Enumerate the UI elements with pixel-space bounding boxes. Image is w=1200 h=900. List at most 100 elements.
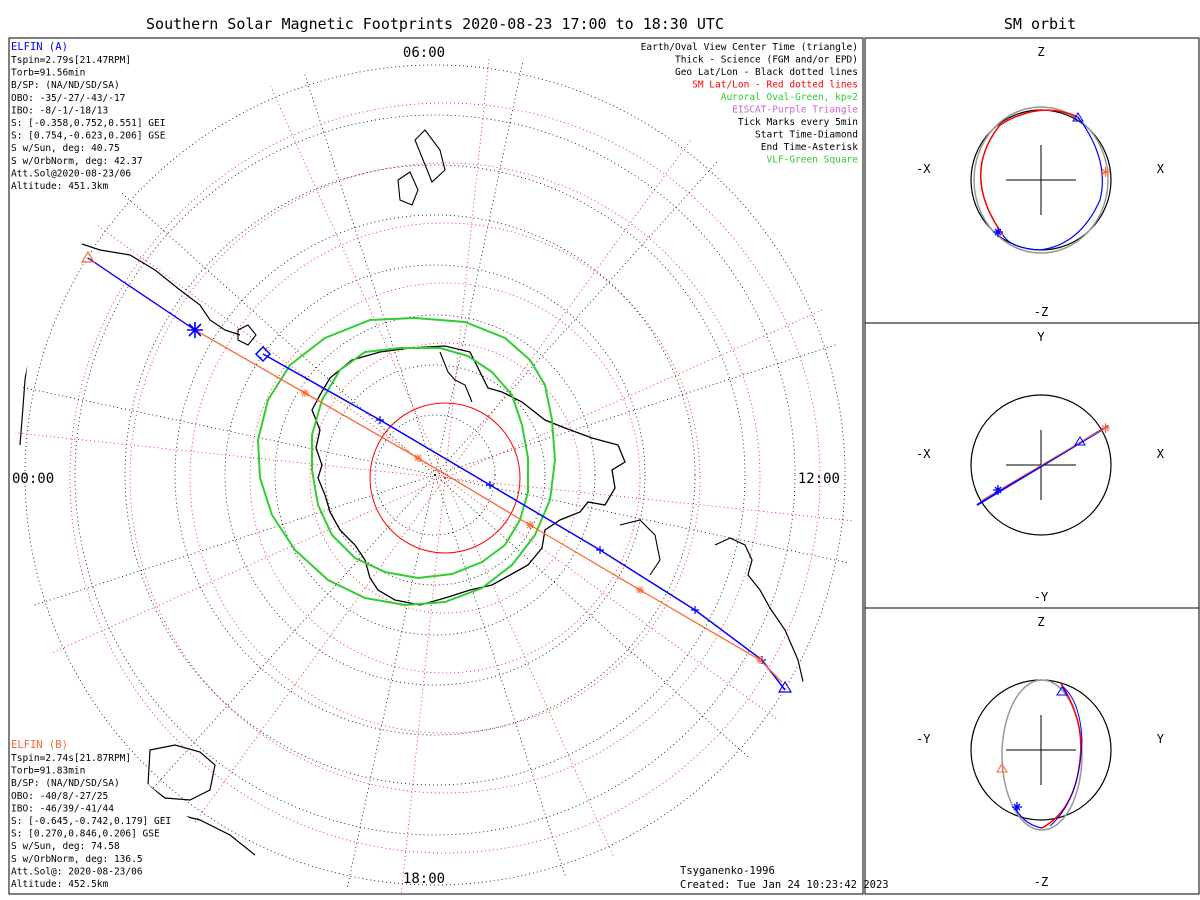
- orbit-axis-label-v_top: Y: [1037, 330, 1045, 344]
- antarctica-coast: [311, 345, 626, 606]
- orbit-a-xz-science: [980, 109, 1079, 236]
- sm-meridian-7: [80, 213, 446, 479]
- time-label-left: 00:00: [12, 471, 54, 487]
- sm-meridian-2: [444, 477, 629, 890]
- auroral-oval-outer: [256, 316, 557, 607]
- orbit-axis-label-h_right: X: [1157, 162, 1165, 176]
- geo-meridian-7: [115, 186, 436, 476]
- geo-latitude-circle-0: [374, 414, 496, 536]
- coastlines: [19, 79, 811, 856]
- sm-latitude-circle-5: [69, 102, 821, 854]
- geo-latitude-circle-1: [324, 364, 546, 586]
- model-label: Tsyganenko-1996: [680, 865, 775, 877]
- orbit-a-xy-end: [993, 485, 1003, 495]
- legend-entry: SM Lat/Lon - Red dotted lines: [692, 80, 858, 91]
- orbit-b-yz: [1001, 679, 1083, 831]
- map-frame: [8, 37, 864, 895]
- auroral-oval-inner: [311, 347, 529, 580]
- orbit-b-xz: [973, 106, 1109, 254]
- elfin-b-tick-4: [636, 586, 644, 594]
- orbit-axis-label-v_bottom: -Z: [1034, 305, 1048, 319]
- tasmania-coast: [237, 324, 257, 346]
- south-america-coast: [714, 537, 811, 721]
- geo-meridian-4: [146, 474, 436, 795]
- sm-latitude-circle-6: [13, 53, 857, 897]
- sm-latitude-circle-2: [249, 282, 641, 674]
- antarctic-peninsula-coast: [439, 351, 473, 403]
- info-line: S: [0.270,0.846,0.206] GSE: [11, 829, 160, 840]
- elfin-a-tick-2: [596, 546, 604, 554]
- info-line: Torb=91.56min: [11, 68, 85, 79]
- australia-coast: [19, 239, 241, 446]
- new-zealand-north-coast: [414, 129, 446, 183]
- orbit-axis-label-h_left: -Y: [916, 732, 931, 746]
- info-line: Tspin=2.74s[21.87RPM]: [11, 753, 131, 764]
- info-line: Altitude: 451.3km: [11, 181, 109, 192]
- elfin-b-name: ELFIN (B): [11, 739, 68, 751]
- elfin-b-tick-3: [526, 521, 534, 529]
- elfin-b-view-triangle: [80, 250, 96, 263]
- orbit-axis-label-h_right: Y: [1157, 732, 1165, 746]
- info-line: S w/Sun, deg: 40.75: [11, 143, 120, 154]
- sm-meridian-11: [444, 294, 857, 479]
- geo-grid: [14, 54, 856, 896]
- info-line: IBO: -46/39/-41/44: [11, 803, 114, 814]
- elfin-b-tick-2: [414, 454, 422, 462]
- sm-latitude-circle-3: [189, 222, 701, 734]
- geo-latitude-circle-5: [124, 164, 746, 786]
- orbit-b-xy: [981, 425, 1109, 501]
- orbit-a-xz-end: [993, 227, 1003, 237]
- info-line: OBO: -40/8/-27/25: [11, 791, 108, 802]
- legend-entry: Auroral Oval-Green, kp=2: [721, 92, 858, 103]
- orbit-frame: [864, 37, 1200, 895]
- sm-meridian-4: [180, 477, 446, 843]
- time-label-top: 06:00: [403, 45, 445, 61]
- info-line: Torb=91.83min: [11, 766, 85, 777]
- time-label-right: 12:00: [798, 471, 840, 487]
- elfin-a-name: ELFIN (A): [11, 41, 68, 53]
- info-line: S w/OrbNorm, deg: 42.37: [11, 156, 143, 167]
- info-line: Att.Sol@: 2020-08-23/06: [11, 866, 143, 877]
- legend-entry: VLF-Green Square: [766, 155, 858, 166]
- elfin-b-tick-5: [756, 656, 764, 664]
- elfin-b-info: ELFIN (B) Tspin=2.74s[21.87RPM] Torb=91.8…: [11, 739, 171, 890]
- orbit-b-yz-triangle: [996, 763, 1008, 773]
- geo-meridian-5: [25, 474, 436, 609]
- info-line: S: [-0.358,0.752,0.551] GEI: [11, 118, 165, 129]
- sm-latitude-circle-1: [309, 342, 581, 614]
- sm-latitude-circle-4: [129, 162, 761, 794]
- info-line: Att.Sol@2020-08-23/06: [11, 168, 131, 179]
- sm-meridian-0: [444, 477, 857, 526]
- sm-orbit-panels: -X X Z -Z -X X Y -Y -Y Y Z -Z: [916, 45, 1165, 889]
- geo-meridian-10: [434, 155, 724, 476]
- tierra-del-fuego-coast: [619, 519, 661, 576]
- orbit-axis-label-v_bottom: -Y: [1034, 590, 1049, 604]
- new-zealand-south-coast: [397, 171, 419, 206]
- info-line: Altitude: 452.5km: [11, 879, 109, 890]
- sm-latitude-circle-0: [369, 402, 521, 554]
- orbit-a-xy-triangle: [1074, 436, 1086, 446]
- orbit-axis-label-h_right: X: [1157, 447, 1165, 461]
- footprint-tracks: [80, 250, 793, 693]
- sm-grid: [13, 53, 857, 897]
- earth-circle-1: [970, 394, 1112, 536]
- sm-meridian-9: [444, 53, 493, 479]
- legend-entry: Earth/Oval View Center Time (triangle): [641, 42, 858, 53]
- elfin-b-tick-1: [301, 389, 309, 397]
- sm-meridian-8: [261, 66, 446, 479]
- info-line: IBO: -8/-1/-18/13: [11, 105, 108, 116]
- elfin-a-tick-1: [486, 481, 494, 489]
- legend: Earth/Oval View Center Time (triangle) Th…: [641, 42, 859, 166]
- elfin-a-track-north: [87, 257, 196, 331]
- elfin-a-tick-3: [691, 606, 699, 614]
- geo-latitude-circle-2: [274, 314, 596, 636]
- elfin-a-view-triangle: [777, 680, 793, 693]
- orbit-a-xz-triangle: [1072, 112, 1084, 122]
- orbit-b-xy-end: [1101, 423, 1110, 433]
- geo-latitude-circle-3: [224, 264, 646, 686]
- legend-entry: Tick Marks every 5min: [738, 117, 858, 128]
- elfin-a-start-diamond: [254, 345, 272, 363]
- orbit-a-yz-track: [1049, 685, 1083, 827]
- sm-meridian-1: [444, 477, 810, 743]
- info-line: S w/OrbNorm, deg: 136.5: [11, 854, 143, 865]
